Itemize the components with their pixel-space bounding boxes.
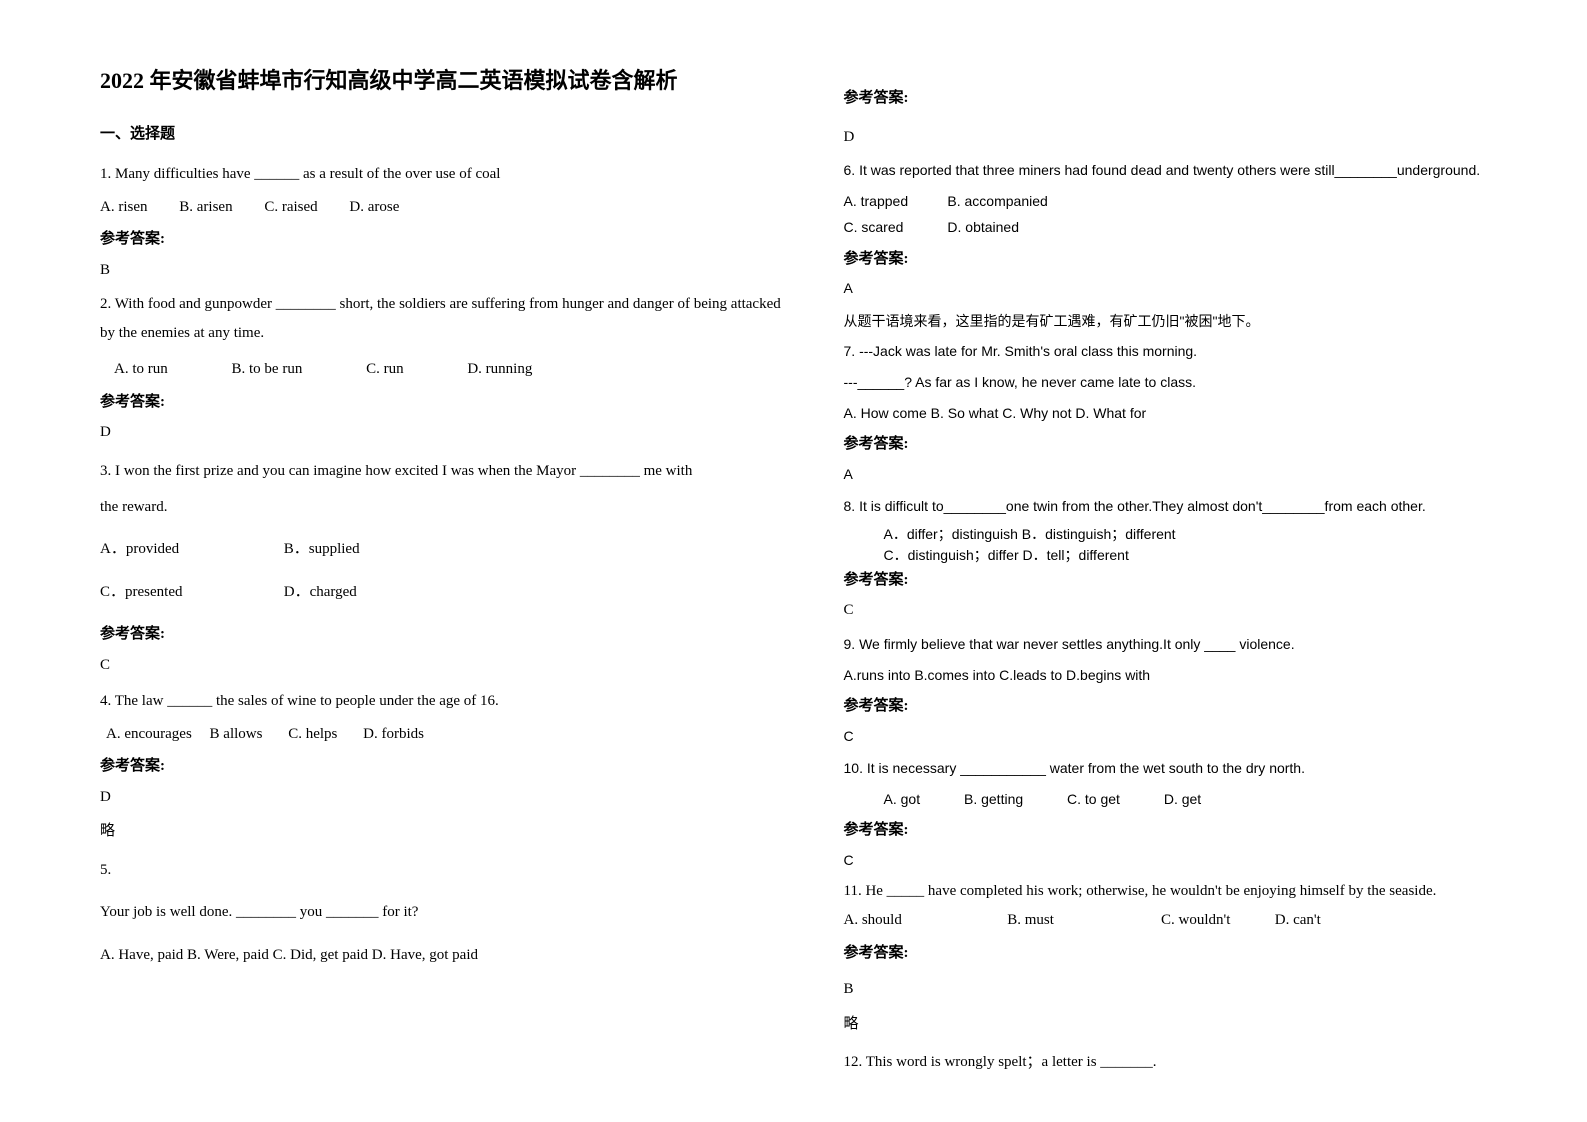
q4-opt-a: A. encourages	[106, 726, 192, 742]
q1-options: A. risen B. arisen C. raised D. arose	[100, 193, 784, 222]
q9-text: 9. We firmly believe that war never sett…	[844, 631, 1488, 658]
q6-opt-d: D. obtained	[947, 219, 1019, 235]
q11-answer-label: 参考答案:	[844, 939, 1488, 968]
q1-answer: B	[100, 256, 784, 285]
q11-omitted: 略	[844, 1010, 1488, 1039]
q3-answer: C	[100, 651, 784, 680]
q2-options: A. to run B. to be run C. run D. running	[100, 355, 784, 384]
q9-answer: C	[844, 723, 1488, 750]
q5-answer: D	[844, 123, 1488, 152]
q3-opt-b: B．supplied	[284, 541, 360, 557]
q6-opt-c: C. scared	[844, 214, 944, 241]
q10-text: 10. It is necessary ___________ water fr…	[844, 755, 1488, 782]
q3-opt-d: D．charged	[284, 584, 357, 600]
q2-opt-b: B. to be run	[232, 355, 303, 384]
page-title: 2022 年安徽省蚌埠市行知高级中学高二英语模拟试卷含解析	[100, 60, 784, 102]
q1-opt-b: B. arisen	[179, 193, 232, 222]
q10-opt-d: D. get	[1164, 791, 1201, 807]
q8-options-a: A．differ；distinguish B．distinguish；diffe…	[884, 524, 1488, 545]
q6-options-row1: A. trapped B. accompanied	[844, 188, 1488, 215]
q7-answer-label: 参考答案:	[844, 430, 1488, 459]
q2-answer: D	[100, 418, 784, 447]
q6-opt-a: A. trapped	[844, 188, 944, 215]
q3-opt-a: A．provided	[100, 535, 280, 564]
q4-answer-label: 参考答案:	[100, 752, 784, 781]
q6-text: 6. It was reported that three miners had…	[844, 157, 1488, 184]
exam-page: 2022 年安徽省蚌埠市行知高级中学高二英语模拟试卷含解析 一、选择题 1. M…	[0, 0, 1587, 1122]
q2-opt-d: D. running	[467, 355, 532, 384]
q1-answer-label: 参考答案:	[100, 225, 784, 254]
q3-text1: 3. I won the first prize and you can ima…	[100, 453, 784, 489]
q4-opt-b: B allows	[210, 726, 263, 742]
q10-opt-a: A. got	[884, 791, 921, 807]
q11-answer: B	[844, 975, 1488, 1004]
q8-answer: C	[844, 596, 1488, 625]
q6-explanation: 从题干语境来看，这里指的是有矿工遇难，有矿工仍旧"被困"地下。	[844, 308, 1488, 335]
left-column: 2022 年安徽省蚌埠市行知高级中学高二英语模拟试卷含解析 一、选择题 1. M…	[100, 60, 824, 1082]
q11-opt-d: D. can't	[1275, 912, 1321, 928]
q3-options-row2: C．presented D．charged	[100, 578, 784, 607]
q6-answer: A	[844, 275, 1488, 302]
q4-answer: D	[100, 783, 784, 812]
q5-answer-label: 参考答案:	[844, 84, 1488, 113]
q10-answer-label: 参考答案:	[844, 816, 1488, 845]
q9-answer-label: 参考答案:	[844, 692, 1488, 721]
q7-options: A. How come B. So what C. Why not D. Wha…	[844, 400, 1488, 427]
q1-opt-c: C. raised	[264, 193, 317, 222]
q2-opt-a: A. to run	[114, 355, 168, 384]
q5-num: 5.	[100, 856, 784, 885]
q2-answer-label: 参考答案:	[100, 388, 784, 417]
q8-options-b: C．distinguish；differ D．tell；different	[884, 545, 1488, 566]
q11-opt-c: C. wouldn't	[1161, 906, 1271, 935]
q11-options: A. should B. must C. wouldn't D. can't	[844, 906, 1488, 935]
section-header: 一、选择题	[100, 120, 784, 149]
q3-opt-c: C．presented	[100, 578, 280, 607]
q10-answer: C	[844, 847, 1488, 874]
q9-options: A.runs into B.comes into C.leads to D.be…	[844, 662, 1488, 689]
q10-options: A. got B. getting C. to get D. get	[884, 786, 1488, 813]
q4-opt-d: D. forbids	[363, 726, 424, 742]
q10-opt-c: C. to get	[1067, 791, 1120, 807]
q5-options: A. Have, paid B. Were, paid C. Did, get …	[100, 941, 784, 970]
q3-text2: the reward.	[100, 493, 784, 522]
q12-text: 12. This word is wrongly spelt；a letter …	[844, 1048, 1488, 1077]
q11-text: 11. He _____ have completed his work; ot…	[844, 880, 1488, 903]
q6-options-row2: C. scared D. obtained	[844, 214, 1488, 241]
q11-opt-b: B. must	[1007, 906, 1157, 935]
q3-answer-label: 参考答案:	[100, 620, 784, 649]
q10-opt-b: B. getting	[964, 791, 1023, 807]
q1-opt-d: D. arose	[349, 193, 399, 222]
q8-answer-label: 参考答案:	[844, 566, 1488, 595]
q4-omitted: 略	[100, 817, 784, 846]
q7-line2: ---______? As far as I know, he never ca…	[844, 369, 1488, 396]
right-column: 参考答案: D 6. It was reported that three mi…	[824, 60, 1548, 1082]
q5-text: Your job is well done. ________ you ____…	[100, 898, 784, 927]
q3-options-row1: A．provided B．supplied	[100, 535, 784, 564]
q8-text: 8. It is difficult to________one twin fr…	[844, 493, 1488, 520]
q4-text: 4. The law ______ the sales of wine to p…	[100, 687, 784, 716]
q4-options: A. encourages B allows C. helps D. forbi…	[106, 720, 784, 749]
q1-text: 1. Many difficulties have ______ as a re…	[100, 160, 784, 189]
q1-opt-a: A. risen	[100, 193, 148, 222]
q4-opt-c: C. helps	[288, 726, 337, 742]
q6-opt-b: B. accompanied	[947, 193, 1047, 209]
q11-opt-a: A. should	[844, 906, 1004, 935]
q7-answer: A	[844, 461, 1488, 488]
q2-opt-c: C. run	[366, 355, 404, 384]
q6-answer-label: 参考答案:	[844, 245, 1488, 274]
q2-text: 2. With food and gunpowder ________ shor…	[100, 290, 784, 347]
q7-line1: 7. ---Jack was late for Mr. Smith's oral…	[844, 338, 1488, 365]
